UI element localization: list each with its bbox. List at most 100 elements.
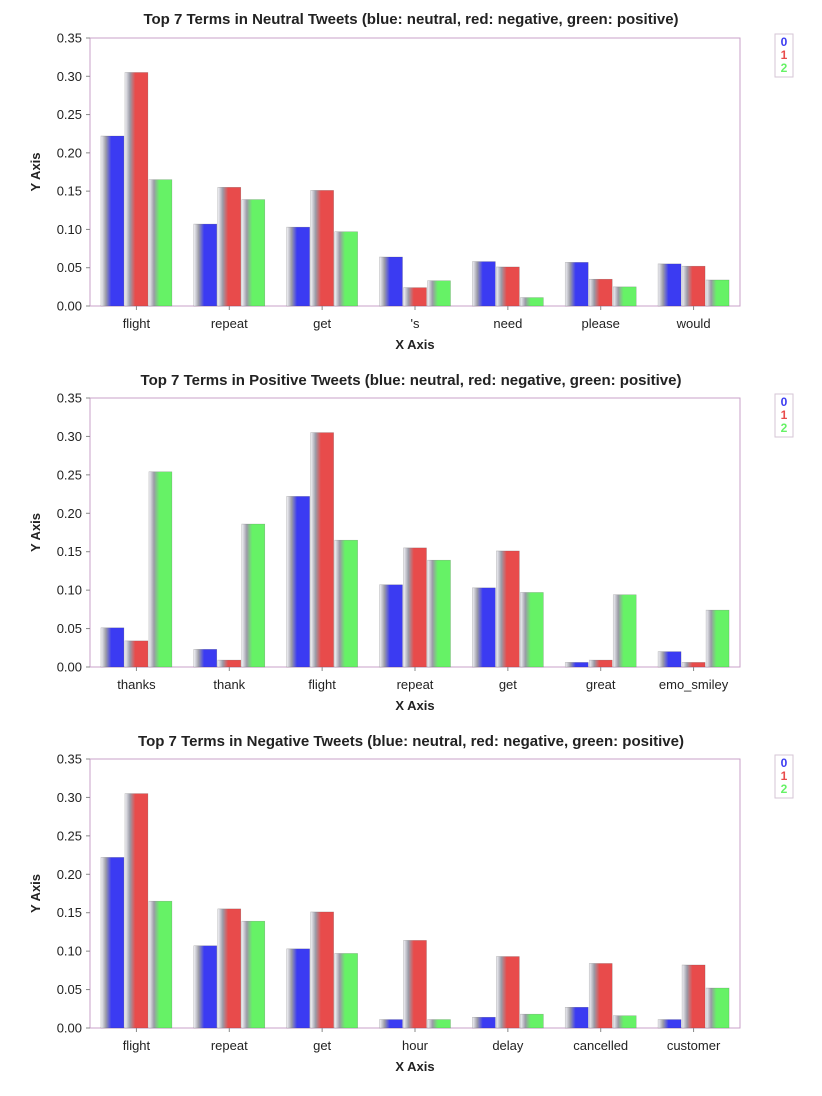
legend-entry-1: 1 bbox=[781, 408, 788, 422]
legend-box bbox=[774, 754, 794, 799]
y-axis-label: Y Axis bbox=[28, 874, 43, 913]
y-tick-label: 0.15 bbox=[57, 544, 82, 559]
bar-series-0-delay bbox=[472, 1016, 496, 1029]
y-tick-label: 0.05 bbox=[57, 260, 82, 275]
x-tick-label: customer bbox=[667, 1038, 721, 1053]
x-tick-label: cancelled bbox=[573, 1038, 628, 1053]
bar-series-2-please bbox=[612, 286, 637, 307]
bar-series-2-thanks bbox=[148, 471, 173, 668]
y-tick-label: 0.20 bbox=[57, 506, 82, 521]
bar-series-1-thanks bbox=[124, 640, 149, 668]
y-tick-label: 0.20 bbox=[57, 867, 82, 882]
bar-series-1-thank bbox=[217, 659, 242, 668]
bar-series-2-delay bbox=[520, 1013, 544, 1029]
x-tick-label: flight bbox=[308, 677, 336, 692]
y-tick-label: 0.25 bbox=[57, 828, 82, 843]
bar-series-0-get bbox=[472, 587, 496, 668]
x-tick-label: please bbox=[582, 316, 620, 331]
y-axis-label: Y Axis bbox=[28, 152, 43, 191]
bar-series-1-repeat bbox=[403, 547, 427, 668]
y-tick-label: 0.30 bbox=[57, 790, 82, 805]
bar-series-2-get bbox=[334, 953, 358, 1029]
bar-series-1-get bbox=[310, 190, 334, 307]
bar-series-1-'s bbox=[403, 287, 427, 307]
legend-box bbox=[774, 393, 794, 438]
chart-title: Top 7 Terms in Positive Tweets (blue: ne… bbox=[141, 372, 682, 389]
bar-series-0-emo_smiley bbox=[657, 651, 682, 668]
bar-series-1-cancelled bbox=[588, 963, 613, 1029]
y-tick-label: 0.10 bbox=[57, 222, 82, 237]
bar-series-2-get bbox=[520, 592, 544, 668]
bar-series-1-flight bbox=[310, 432, 334, 668]
bar-series-1-get bbox=[310, 911, 334, 1029]
bar-series-1-delay bbox=[496, 956, 520, 1029]
x-tick-label: flight bbox=[123, 316, 151, 331]
y-tick-label: 0.35 bbox=[57, 752, 82, 767]
bar-series-0-would bbox=[657, 263, 682, 307]
chart-title: Top 7 Terms in Neutral Tweets (blue: neu… bbox=[143, 11, 678, 28]
legend-entry-1: 1 bbox=[781, 769, 788, 783]
legend-entry-2: 2 bbox=[781, 421, 788, 435]
x-tick-label: repeat bbox=[211, 1038, 248, 1053]
bar-series-1-would bbox=[681, 265, 706, 307]
bar-series-0-'s bbox=[379, 256, 403, 307]
bar-series-1-repeat bbox=[217, 908, 242, 1029]
y-tick-label: 0.10 bbox=[57, 944, 82, 959]
legend-entry-0: 0 bbox=[781, 395, 788, 409]
bar-series-0-cancelled bbox=[564, 1006, 589, 1029]
y-tick-label: 0.20 bbox=[57, 145, 82, 160]
bar-series-0-flight bbox=[286, 496, 310, 668]
x-tick-label: would bbox=[676, 316, 711, 331]
bar-series-0-flight bbox=[100, 857, 125, 1029]
x-tick-label: hour bbox=[402, 1038, 429, 1053]
x-tick-label: get bbox=[499, 677, 517, 692]
bar-series-0-thanks bbox=[100, 627, 125, 668]
x-axis-label: X Axis bbox=[395, 1059, 434, 1074]
y-tick-label: 0.35 bbox=[57, 391, 82, 406]
x-tick-label: delay bbox=[492, 1038, 524, 1053]
y-tick-label: 0.05 bbox=[57, 621, 82, 636]
bar-series-0-get bbox=[286, 226, 310, 307]
x-tick-label: thanks bbox=[117, 677, 156, 692]
x-tick-label: 's bbox=[411, 316, 420, 331]
y-tick-label: 0.30 bbox=[57, 429, 82, 444]
y-tick-label: 0.15 bbox=[57, 905, 82, 920]
bar-series-2-flight bbox=[334, 539, 358, 668]
legend-entry-1: 1 bbox=[781, 48, 788, 62]
bar-series-0-hour bbox=[379, 1019, 403, 1029]
x-axis-label: X Axis bbox=[395, 337, 434, 352]
legend-box bbox=[774, 33, 794, 78]
bar-series-0-repeat bbox=[193, 223, 218, 307]
y-tick-label: 0.25 bbox=[57, 467, 82, 482]
bar-series-2-would bbox=[705, 279, 730, 307]
plot-frame bbox=[89, 37, 741, 307]
bar-series-2-repeat bbox=[241, 199, 266, 307]
bar-series-2-repeat bbox=[241, 920, 266, 1029]
legend-entry-2: 2 bbox=[781, 782, 788, 796]
bar-series-0-great bbox=[564, 662, 589, 668]
x-tick-label: get bbox=[313, 1038, 331, 1053]
bar-series-1-flight bbox=[124, 72, 149, 307]
bar-series-0-flight bbox=[100, 135, 125, 307]
bar-series-2-customer bbox=[705, 987, 730, 1029]
y-tick-label: 0.00 bbox=[57, 660, 82, 675]
y-tick-label: 0.25 bbox=[57, 107, 82, 122]
y-tick-label: 0.15 bbox=[57, 184, 82, 199]
y-tick-label: 0.10 bbox=[57, 583, 82, 598]
bar-series-2-great bbox=[612, 594, 637, 668]
bar-series-2-repeat bbox=[427, 559, 451, 668]
y-tick-label: 0.30 bbox=[57, 69, 82, 84]
legend-entry-2: 2 bbox=[781, 61, 788, 75]
x-tick-label: flight bbox=[123, 1038, 151, 1053]
bar-series-0-get bbox=[286, 948, 310, 1029]
bar-series-2-cancelled bbox=[612, 1015, 637, 1029]
bar-series-2-need bbox=[520, 297, 544, 307]
x-tick-label: repeat bbox=[397, 677, 434, 692]
y-tick-label: 0.05 bbox=[57, 982, 82, 997]
x-tick-label: great bbox=[586, 677, 616, 692]
bar-series-0-repeat bbox=[193, 945, 218, 1029]
x-tick-label: emo_smiley bbox=[659, 677, 729, 692]
bar-series-0-thank bbox=[193, 649, 218, 668]
bar-series-1-great bbox=[588, 659, 613, 668]
